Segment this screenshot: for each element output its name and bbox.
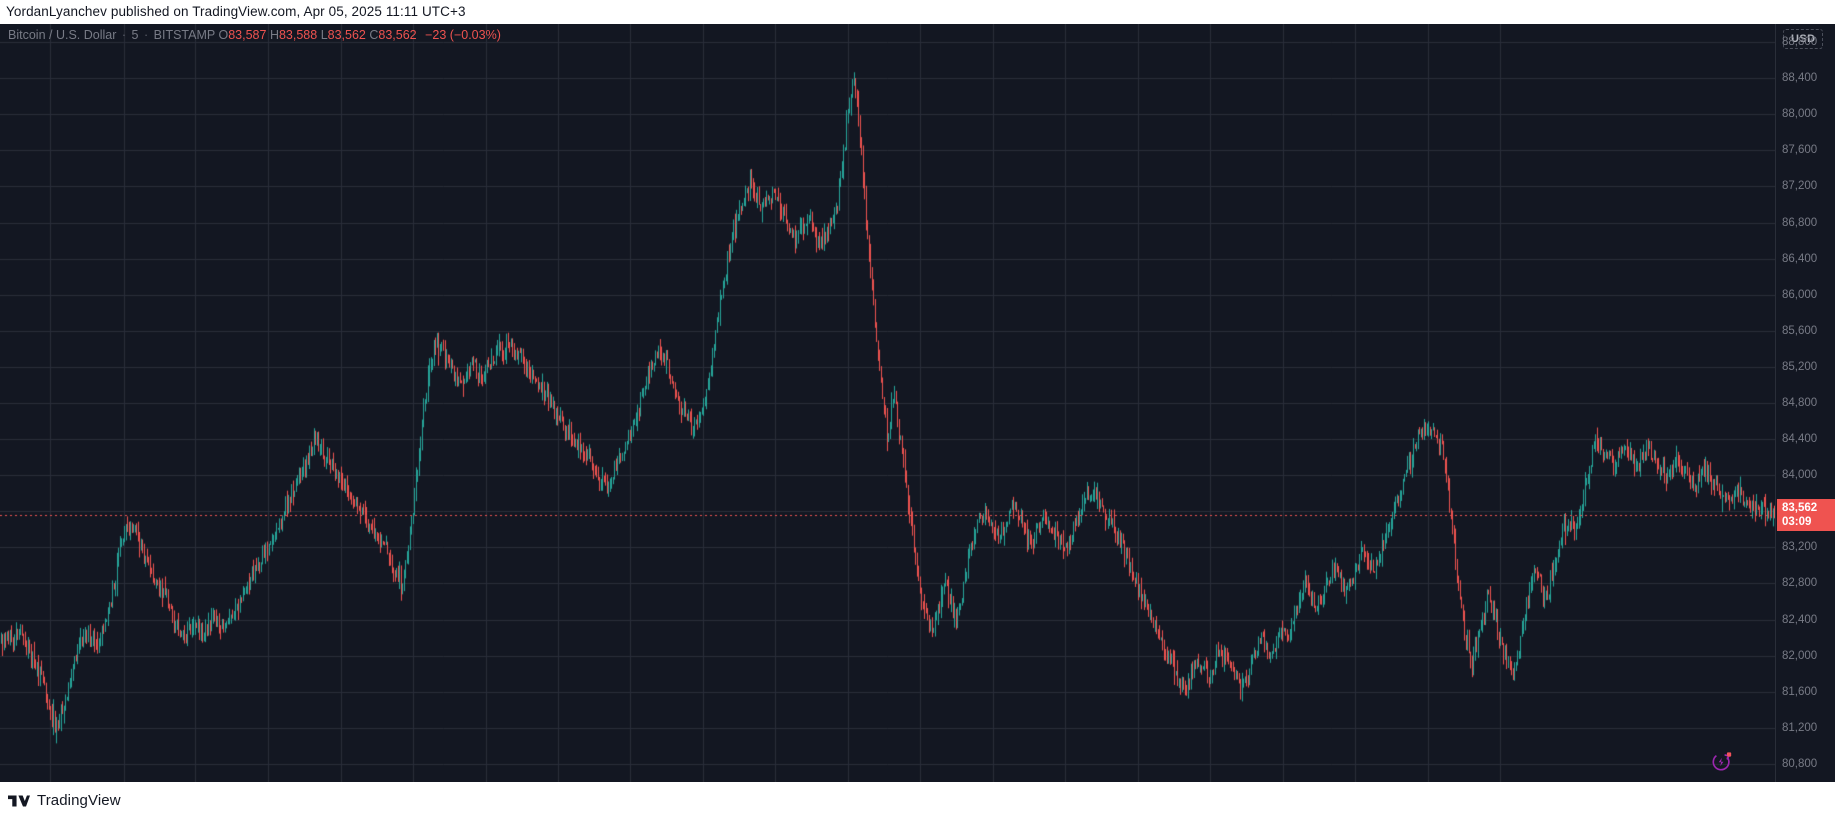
price-tick: 83,200 <box>1782 541 1818 554</box>
price-tick: 82,400 <box>1782 613 1818 626</box>
price-tick: 87,200 <box>1782 180 1818 193</box>
tradingview-logo-icon <box>8 794 30 808</box>
footer-branding: TradingView <box>0 782 1835 819</box>
chart-frame: Bitcoin / U.S. Dollar · 5 · BITSTAMP O83… <box>0 24 1835 807</box>
price-tick: 81,600 <box>1782 685 1818 698</box>
currency-badge[interactable]: USD <box>1783 29 1824 49</box>
attribution-text: YordanLyanchev published on TradingView.… <box>0 0 1835 24</box>
price-tick: 81,200 <box>1782 721 1818 734</box>
current-price-marker: 83,562 03:09 <box>1777 498 1835 531</box>
price-tick: 82,000 <box>1782 649 1818 662</box>
price-axis[interactable]: USD 88,800 88,400 88,000 87,600 87,200 86,800… <box>1775 24 1835 782</box>
price-tick: 88,400 <box>1782 72 1818 85</box>
tradingview-brand-label: TradingView <box>37 792 121 809</box>
replay-lightning-icon[interactable] <box>1711 750 1733 772</box>
price-tick: 84,800 <box>1782 397 1818 409</box>
price-tick: 87,600 <box>1782 144 1818 157</box>
price-tick: 84,400 <box>1782 433 1818 446</box>
price-tick: 88,800 <box>1782 36 1818 49</box>
price-tick: 82,800 <box>1782 577 1818 590</box>
price-pane[interactable]: Bitcoin / U.S. Dollar · 5 · BITSTAMP O83… <box>0 24 1775 782</box>
price-tick: 88,000 <box>1782 108 1818 121</box>
price-tick: 80,800 <box>1782 757 1818 770</box>
price-tick: 86,400 <box>1782 252 1818 265</box>
current-price-countdown: 03:09 <box>1782 515 1812 528</box>
candlestick-canvas[interactable] <box>0 24 1775 782</box>
price-tick: 86,800 <box>1782 216 1818 229</box>
price-tick: 85,600 <box>1782 324 1818 337</box>
current-price-value: 83,562 <box>1782 501 1818 514</box>
price-tick: 84,000 <box>1782 469 1818 482</box>
price-tick: 85,200 <box>1782 360 1818 373</box>
price-tick: 86,000 <box>1782 288 1818 301</box>
